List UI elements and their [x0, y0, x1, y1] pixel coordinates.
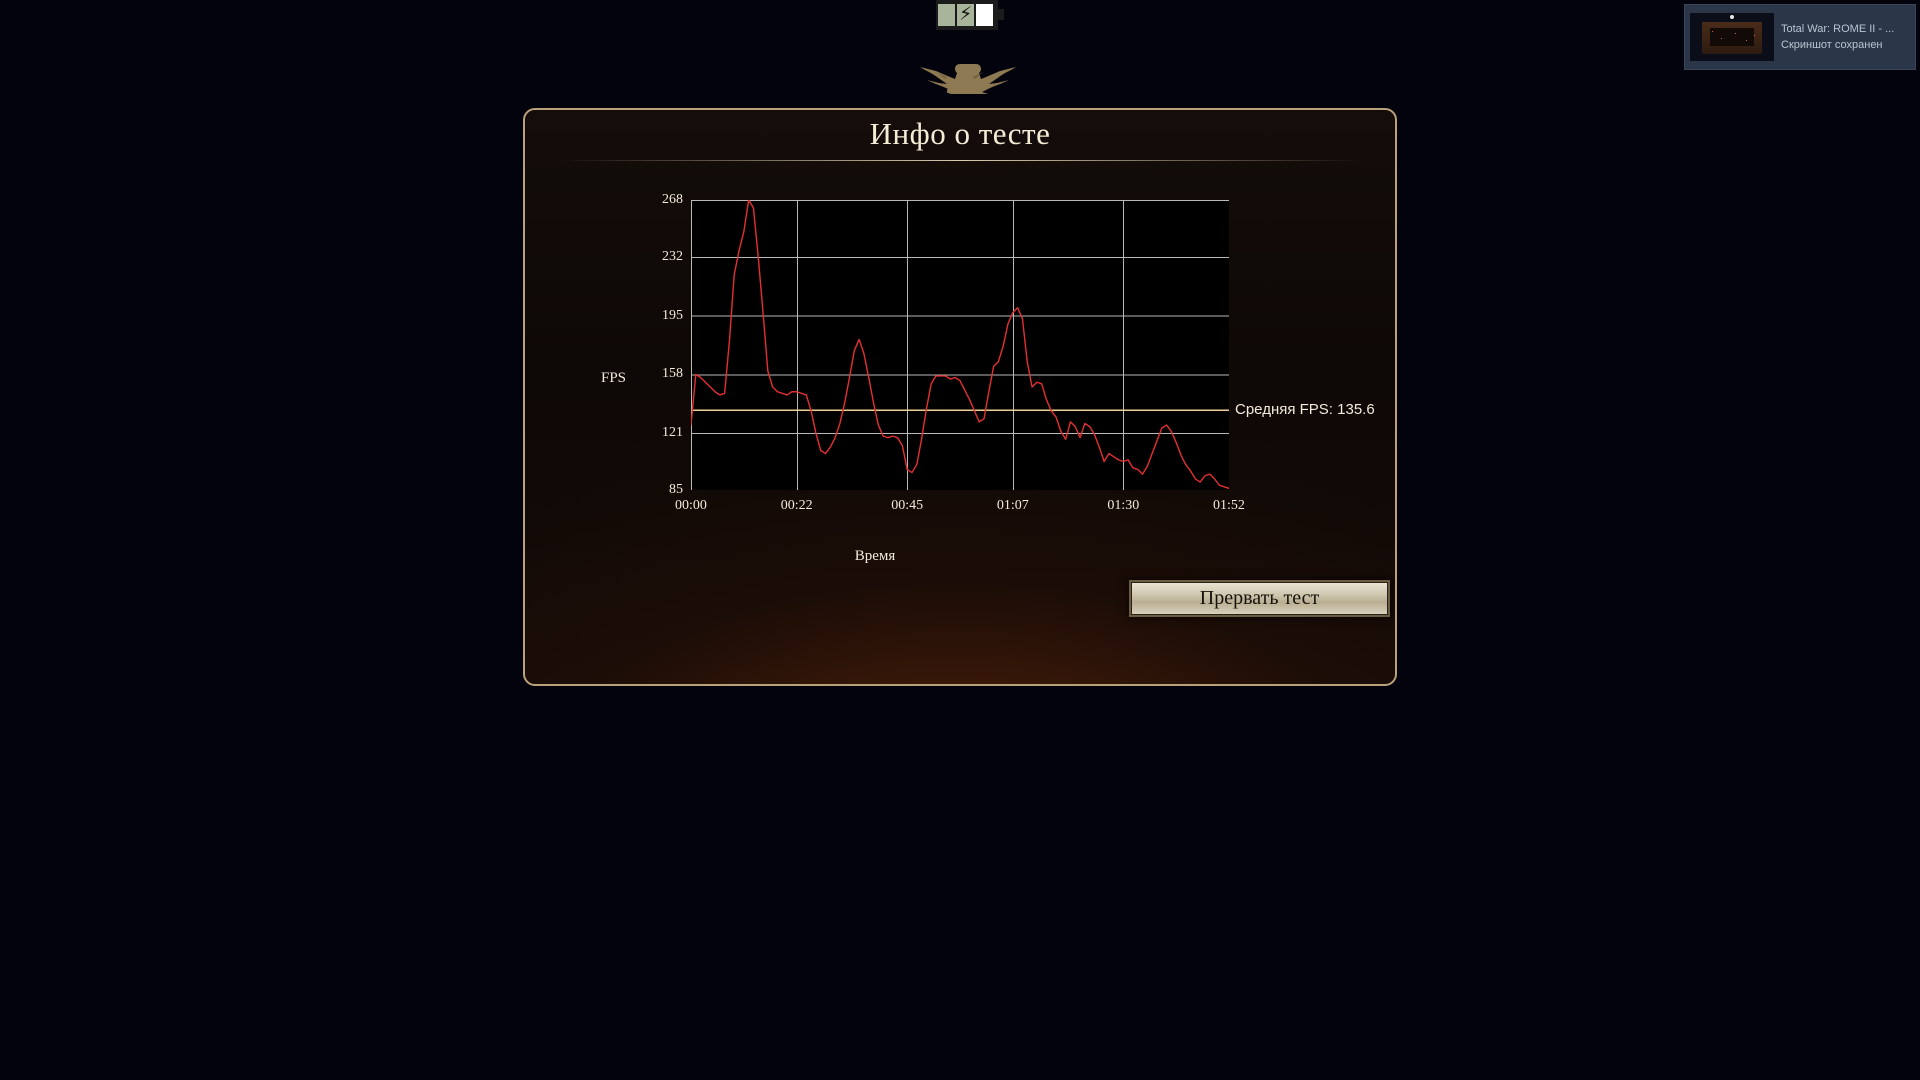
title-divider [561, 160, 1363, 161]
screenshot-thumbnail [1690, 13, 1774, 61]
fps-chart: FPS 268 232 195 158 121 85 00:00 00:22 00:45 01:… [525, 165, 1395, 585]
y-tick-label: 268 [662, 192, 683, 207]
plot-area [691, 200, 1229, 490]
y-tick-label: 195 [662, 307, 683, 323]
x-tick-label: 01:52 [1213, 498, 1245, 513]
y-tick-label: 158 [662, 366, 683, 382]
y-axis-title: FPS [601, 370, 627, 386]
x-tick-label: 00:22 [780, 498, 813, 513]
notification-title: Total War: ROME II - ... [1781, 23, 1895, 35]
x-tick-label: 00:00 [675, 498, 707, 513]
y-tick-label: 121 [662, 424, 683, 440]
average-fps-label: Средняя FPS: 135.6 [1235, 400, 1375, 418]
x-tick-label: 01:30 [1107, 498, 1140, 513]
notification-subtitle: Скриншот сохранен [1781, 39, 1883, 51]
y-tick-label: 85 [669, 482, 683, 497]
battery-charging-icon: ⚡ [936, 0, 1004, 30]
test-info-dialog: Инфо о тесте FPS 268 232 195 158 121 85 00:00… [523, 108, 1397, 686]
y-tick-label: 232 [662, 249, 683, 265]
lightning-bolt-icon: ⚡ [959, 3, 973, 25]
page-title: Инфо о тесте [869, 116, 1051, 151]
x-axis-title: Время [854, 548, 896, 564]
roman-eagle-emblem [893, 58, 1027, 94]
steam-notification-toast[interactable]: Total War: ROME II - ... Скриншот сохран… [1684, 4, 1916, 70]
abort-test-button[interactable]: Прервать тест [1131, 582, 1388, 615]
x-tick-label: 00:45 [891, 498, 924, 513]
x-tick-label: 01:07 [996, 498, 1029, 513]
